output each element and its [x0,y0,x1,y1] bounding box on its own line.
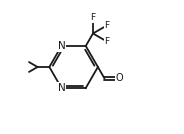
Text: O: O [115,73,123,83]
Text: F: F [105,21,110,30]
Text: N: N [58,83,65,93]
Text: F: F [105,37,110,46]
Text: N: N [58,41,65,51]
Text: F: F [90,13,95,22]
